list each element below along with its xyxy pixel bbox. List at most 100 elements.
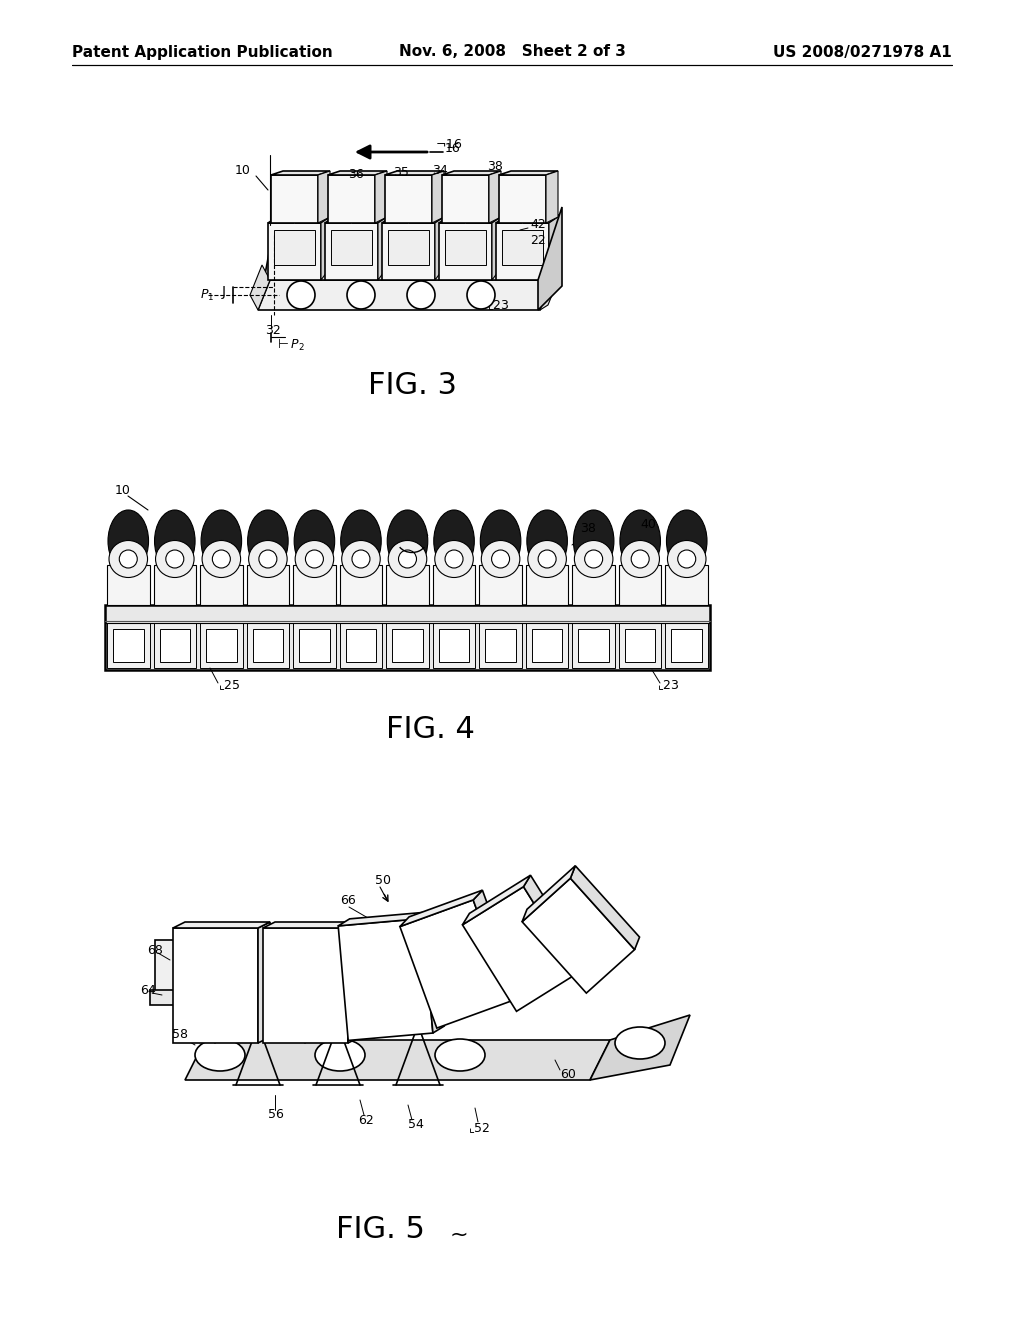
Bar [200, 623, 243, 668]
Text: $\llcorner$23: $\llcorner$23 [487, 298, 510, 312]
Text: 42: 42 [530, 219, 546, 231]
Text: 58: 58 [172, 1028, 188, 1041]
Text: $\llcorner$23: $\llcorner$23 [657, 678, 680, 692]
Polygon shape [375, 172, 387, 223]
Bar [388, 230, 429, 265]
Text: Patent Application Publication: Patent Application Publication [72, 45, 333, 59]
Circle shape [119, 550, 137, 568]
Bar [572, 623, 615, 668]
Bar [106, 565, 150, 605]
Bar [618, 623, 662, 668]
Polygon shape [473, 890, 519, 1002]
Polygon shape [385, 172, 444, 176]
Polygon shape [382, 215, 447, 223]
Bar [386, 623, 429, 668]
Ellipse shape [387, 510, 428, 572]
Ellipse shape [294, 510, 335, 572]
Polygon shape [549, 215, 561, 280]
Circle shape [445, 550, 463, 568]
Bar [200, 565, 243, 605]
Ellipse shape [155, 510, 196, 572]
Text: 68: 68 [147, 944, 163, 957]
Bar [340, 565, 382, 605]
Polygon shape [338, 911, 434, 925]
Bar [438, 630, 469, 663]
Bar [247, 565, 289, 605]
Text: 32: 32 [265, 323, 281, 337]
Ellipse shape [615, 1027, 665, 1059]
Polygon shape [250, 265, 270, 310]
Text: $\neg$16: $\neg$16 [435, 139, 463, 152]
Polygon shape [271, 172, 330, 176]
Ellipse shape [434, 510, 474, 572]
Polygon shape [268, 215, 333, 223]
Polygon shape [173, 921, 270, 928]
Ellipse shape [388, 540, 427, 578]
Polygon shape [400, 890, 482, 927]
Polygon shape [155, 940, 210, 1001]
Ellipse shape [342, 540, 380, 578]
Ellipse shape [248, 510, 288, 572]
Ellipse shape [481, 540, 520, 578]
Bar [173, 928, 258, 1043]
Bar [445, 230, 486, 265]
Circle shape [467, 281, 495, 309]
Circle shape [347, 281, 375, 309]
Ellipse shape [315, 1039, 365, 1071]
Text: $\llcorner$52: $\llcorner$52 [468, 1121, 490, 1135]
Ellipse shape [202, 540, 241, 578]
Bar [331, 230, 372, 265]
Bar [247, 623, 289, 668]
Ellipse shape [667, 510, 707, 572]
Text: 35: 35 [393, 166, 409, 180]
Circle shape [678, 550, 695, 568]
Circle shape [398, 550, 417, 568]
Bar [479, 623, 522, 668]
Bar [433, 623, 475, 668]
Bar [502, 230, 543, 265]
Ellipse shape [108, 510, 148, 572]
Polygon shape [325, 215, 390, 223]
Bar [346, 630, 376, 663]
Text: 38: 38 [580, 521, 596, 535]
Ellipse shape [249, 540, 287, 578]
Text: 38: 38 [487, 161, 503, 173]
Polygon shape [385, 176, 432, 223]
Ellipse shape [341, 510, 381, 572]
Text: 10: 10 [115, 483, 131, 496]
Polygon shape [258, 921, 270, 1043]
Ellipse shape [573, 510, 614, 572]
Bar [618, 565, 662, 605]
Bar [479, 565, 522, 605]
Bar [666, 623, 708, 668]
Ellipse shape [668, 540, 706, 578]
Polygon shape [540, 275, 560, 310]
Bar [386, 565, 429, 605]
Text: 64: 64 [140, 983, 156, 997]
Polygon shape [264, 215, 550, 280]
Polygon shape [590, 1015, 690, 1080]
Polygon shape [499, 172, 558, 176]
Bar [105, 605, 710, 671]
Circle shape [352, 550, 370, 568]
Ellipse shape [574, 540, 613, 578]
Text: 54: 54 [408, 1118, 424, 1131]
Circle shape [492, 550, 510, 568]
Polygon shape [522, 866, 575, 921]
Polygon shape [522, 878, 635, 993]
Ellipse shape [156, 540, 195, 578]
Circle shape [259, 550, 276, 568]
Polygon shape [328, 176, 375, 223]
Text: US 2008/0271978 A1: US 2008/0271978 A1 [773, 45, 952, 59]
Polygon shape [439, 223, 492, 280]
Ellipse shape [109, 540, 147, 578]
Text: ~: ~ [450, 1225, 469, 1245]
Ellipse shape [480, 510, 521, 572]
Bar [433, 565, 475, 605]
Polygon shape [423, 911, 444, 1034]
Text: 40: 40 [640, 517, 656, 531]
Text: 16: 16 [445, 141, 461, 154]
Text: $P_1$: $P_1$ [200, 288, 214, 302]
Circle shape [287, 281, 315, 309]
Polygon shape [328, 172, 387, 176]
